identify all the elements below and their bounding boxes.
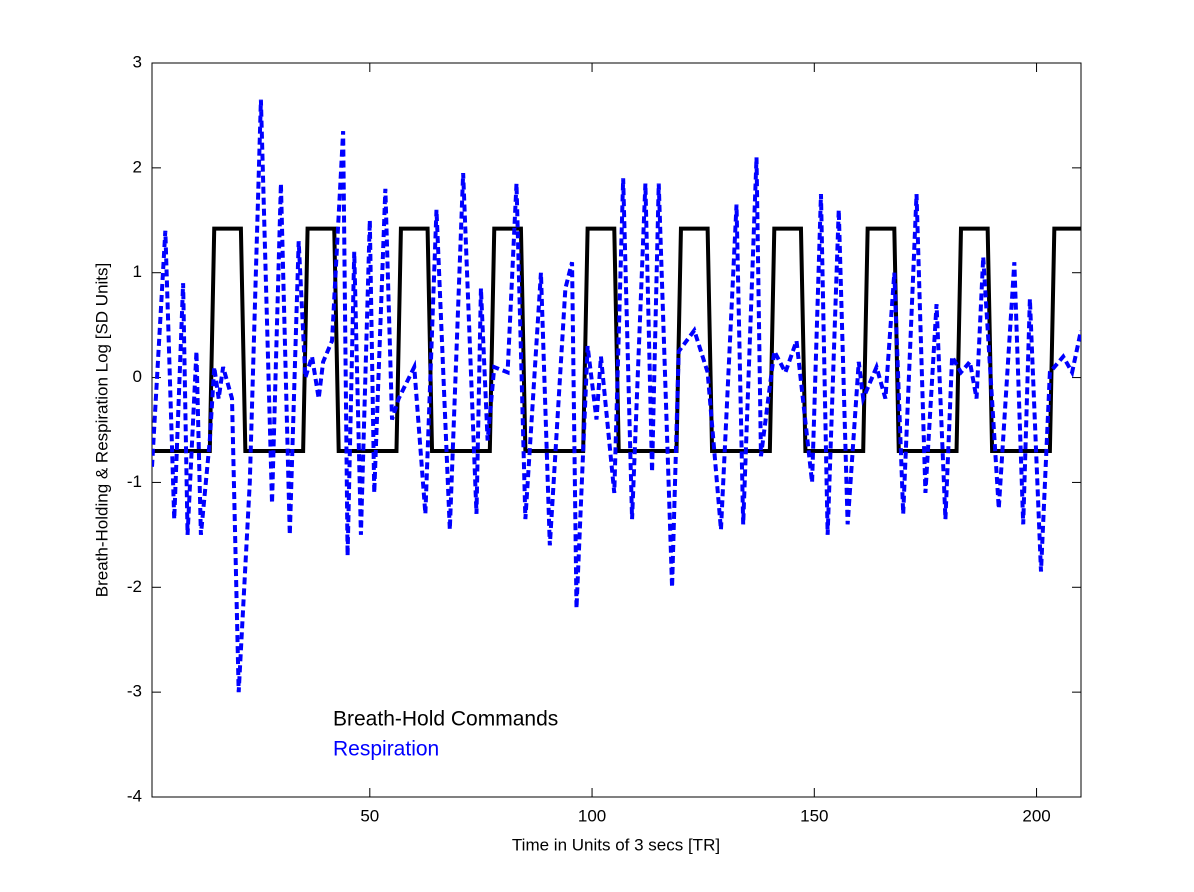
legend-entry: Breath-Hold Commands	[333, 708, 558, 731]
y-axis-label: Breath-Holding & Respiration Log [SD Uni…	[92, 263, 111, 598]
x-tick-label: 50	[360, 806, 379, 825]
y-tick-label: -2	[127, 577, 142, 596]
y-tick-label: 3	[133, 52, 142, 71]
y-tick-label: 1	[133, 262, 142, 281]
x-tick-label: 100	[578, 806, 606, 825]
y-tick-label: -1	[127, 472, 142, 491]
x-tick-label: 200	[1022, 806, 1050, 825]
x-tick-label: 150	[800, 806, 828, 825]
y-tick-label: -3	[127, 682, 142, 701]
y-tick-label: 0	[133, 367, 142, 386]
legend-entry: Respiration	[333, 738, 439, 761]
y-tick-label: 2	[133, 157, 142, 176]
x-axis-label: Time in Units of 3 secs [TR]	[512, 835, 720, 854]
y-tick-label: -4	[127, 786, 142, 805]
